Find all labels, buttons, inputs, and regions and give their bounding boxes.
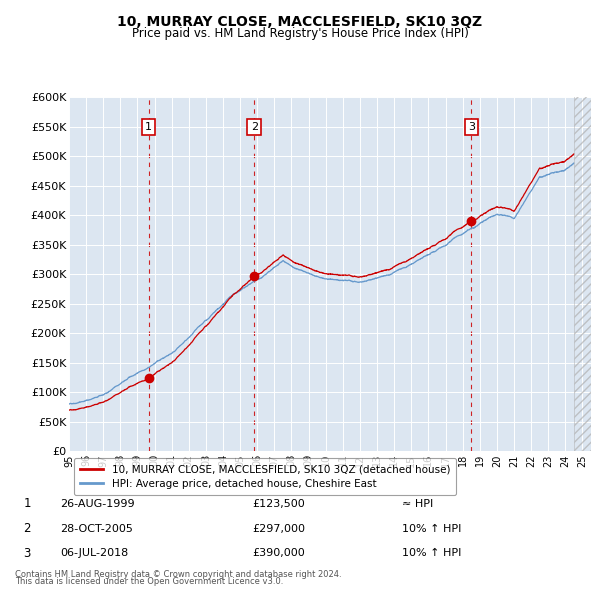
Text: Price paid vs. HM Land Registry's House Price Index (HPI): Price paid vs. HM Land Registry's House …	[131, 27, 469, 40]
Text: 06-JUL-2018: 06-JUL-2018	[60, 549, 128, 558]
Legend: 10, MURRAY CLOSE, MACCLESFIELD, SK10 3QZ (detached house), HPI: Average price, d: 10, MURRAY CLOSE, MACCLESFIELD, SK10 3QZ…	[74, 458, 457, 495]
Text: 10, MURRAY CLOSE, MACCLESFIELD, SK10 3QZ: 10, MURRAY CLOSE, MACCLESFIELD, SK10 3QZ	[118, 15, 482, 29]
Text: 2: 2	[23, 522, 31, 535]
Text: Contains HM Land Registry data © Crown copyright and database right 2024.: Contains HM Land Registry data © Crown c…	[15, 571, 341, 579]
Text: 1: 1	[145, 122, 152, 132]
Text: 1: 1	[23, 497, 31, 510]
Text: 3: 3	[23, 547, 31, 560]
Text: 26-AUG-1999: 26-AUG-1999	[60, 499, 134, 509]
Text: £390,000: £390,000	[252, 549, 305, 558]
Text: 28-OCT-2005: 28-OCT-2005	[60, 524, 133, 533]
Text: £297,000: £297,000	[252, 524, 305, 533]
Text: ≈ HPI: ≈ HPI	[402, 499, 433, 509]
Text: £123,500: £123,500	[252, 499, 305, 509]
Text: 10% ↑ HPI: 10% ↑ HPI	[402, 524, 461, 533]
Text: This data is licensed under the Open Government Licence v3.0.: This data is licensed under the Open Gov…	[15, 578, 283, 586]
Text: 2: 2	[251, 122, 258, 132]
Text: 10% ↑ HPI: 10% ↑ HPI	[402, 549, 461, 558]
Text: 3: 3	[468, 122, 475, 132]
